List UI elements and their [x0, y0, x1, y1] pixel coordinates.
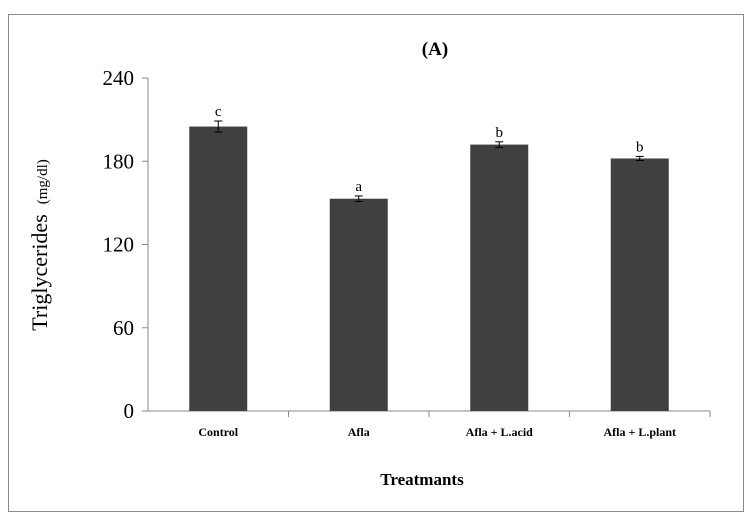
y-tick-label: 60	[113, 316, 134, 340]
x-tick-label: Afla + L.acid	[466, 425, 533, 439]
x-tick-label: Control	[198, 425, 238, 439]
significance-label: b	[636, 139, 644, 155]
x-axis-label: Treatmants	[380, 470, 464, 489]
y-axis-unit: (mg/dl)	[35, 159, 51, 204]
plot-area: 0 60 120 180 240 c Control a Afla b Afla + L.acid b…	[103, 66, 711, 439]
significance-label: a	[355, 179, 362, 195]
x-tick-label: Afla + L.plant	[603, 425, 676, 439]
y-tick-label: 0	[124, 399, 135, 423]
chart-frame	[8, 14, 744, 512]
x-tick-label: Afla	[348, 425, 370, 439]
y-tick-label: 240	[103, 66, 135, 90]
significance-label: c	[215, 104, 222, 120]
significance-label: b	[496, 125, 504, 141]
bar	[610, 158, 669, 411]
bar	[189, 126, 248, 411]
bar	[329, 198, 388, 411]
y-tick-label: 120	[103, 233, 135, 257]
y-axis-label: Triglycerides	[27, 214, 52, 331]
chart-title: (A)	[422, 39, 448, 60]
y-tick-label: 180	[103, 149, 135, 173]
y-axis-title: Triglycerides (mg/dl)	[27, 159, 52, 331]
svg-text:Triglycerides (mg/dl): Triglycerides (mg/dl)	[27, 159, 52, 331]
bar	[470, 144, 529, 411]
